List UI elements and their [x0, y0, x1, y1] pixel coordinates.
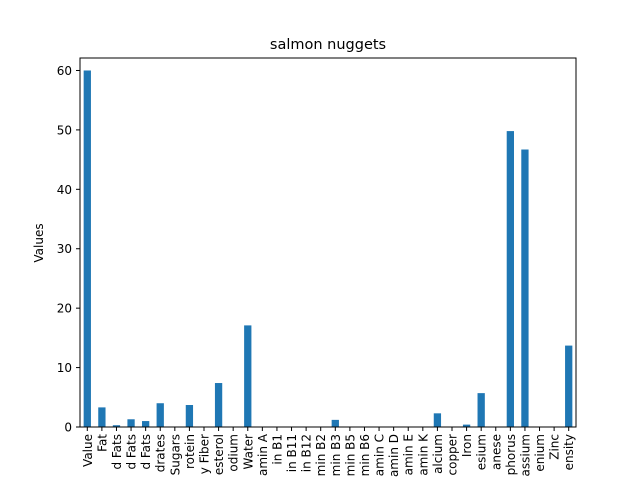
y-tick-label: 60	[57, 64, 72, 78]
x-tick-label: min B5	[343, 434, 357, 476]
x-tick-label: phorus	[504, 434, 518, 475]
bar	[142, 421, 150, 427]
bar	[565, 345, 573, 427]
bar	[185, 405, 194, 427]
bar	[506, 131, 514, 427]
bars-group	[83, 70, 573, 427]
y-tick-label: 0	[64, 421, 72, 435]
x-tick-label: rotein	[183, 434, 197, 469]
x-tick-label: enium	[533, 434, 547, 472]
y-tick-label: 50	[57, 123, 72, 137]
x-tick-label: y Fiber	[198, 434, 212, 474]
y-tick-label: 30	[57, 242, 72, 256]
x-axis-ticks: Value Fat d Fats d Fats d Fats drates Sugars ro…	[81, 427, 576, 477]
x-tick-label: Water	[241, 434, 255, 470]
x-tick-label: d Fats	[110, 434, 124, 470]
x-tick-label: esium	[475, 434, 489, 470]
bar	[521, 149, 529, 427]
x-tick-label: alcium	[431, 434, 445, 474]
bar	[214, 383, 223, 427]
y-axis-ticks: 0 10 20 30 40 50 60	[57, 64, 80, 435]
x-tick-label: d Fats	[139, 434, 153, 470]
x-tick-label: drates	[154, 434, 168, 472]
chart-title: salmon nuggets	[270, 37, 386, 53]
bar	[244, 325, 252, 427]
y-axis-label: Values	[32, 223, 46, 262]
x-tick-label: min B6	[358, 434, 372, 476]
bar	[83, 70, 91, 427]
x-tick-label: Iron	[460, 434, 474, 457]
bar	[462, 424, 471, 427]
x-tick-label: in B12	[300, 434, 314, 472]
x-tick-label: in B1	[270, 434, 284, 465]
bar	[433, 413, 442, 427]
x-tick-label: min B3	[329, 434, 343, 476]
x-tick-label: Value	[81, 434, 95, 467]
x-tick-label: in B11	[285, 434, 299, 472]
bar	[127, 419, 135, 427]
x-tick-label: amin E	[402, 434, 416, 475]
x-tick-label: Zinc	[548, 434, 562, 460]
x-tick-label: odium	[227, 434, 241, 472]
x-tick-label: copper	[446, 434, 460, 476]
x-tick-label: min B2	[314, 434, 328, 476]
x-tick-label: ensity	[562, 434, 576, 470]
x-tick-label: Sugars	[168, 434, 182, 475]
x-tick-label: Fat	[95, 434, 109, 452]
x-tick-label: amin K	[416, 433, 430, 476]
x-tick-label: esterol	[212, 434, 226, 475]
y-tick-label: 10	[57, 361, 72, 375]
bar	[112, 425, 121, 427]
bar	[98, 407, 106, 427]
x-tick-label: d Fats	[125, 434, 139, 470]
y-tick-label: 20	[57, 302, 72, 316]
bar	[477, 393, 485, 427]
bar	[331, 419, 339, 427]
bar	[156, 403, 164, 427]
plot-frame	[79, 57, 577, 428]
y-tick-label: 40	[57, 183, 72, 197]
x-tick-label: amin D	[387, 434, 401, 477]
x-tick-label: assium	[518, 434, 532, 477]
x-tick-label: amin A	[256, 433, 270, 476]
x-tick-label: anese	[489, 434, 503, 470]
x-tick-label: amin C	[373, 434, 387, 476]
